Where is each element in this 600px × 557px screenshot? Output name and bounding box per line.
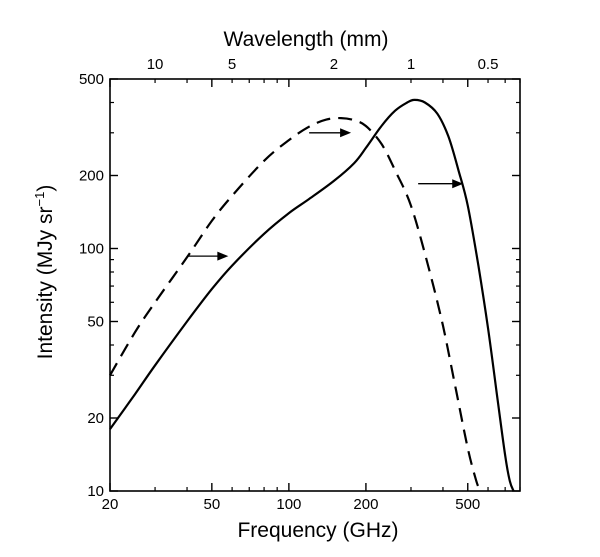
plot-frame <box>109 78 521 492</box>
x-axis-title: Frequency (GHz) <box>237 519 398 542</box>
top-tick-label: 2 <box>330 56 338 73</box>
series-layer <box>109 98 515 492</box>
y-axis-title-main: Intensity (MJy sr <box>34 206 57 359</box>
x-tick-label: 20 <box>102 496 119 513</box>
annotation-layer <box>187 128 464 261</box>
shift-arrow-head <box>217 251 229 261</box>
x-tick-label: 500 <box>455 496 480 513</box>
x-tick-label: 50 <box>203 496 220 513</box>
dashed-series-line <box>109 116 482 492</box>
y-tick-label: 50 <box>87 313 104 330</box>
top-tick-label: 5 <box>228 56 236 73</box>
top-tick-label: 1 <box>407 56 415 73</box>
x-tick-label: 200 <box>353 496 378 513</box>
y-axis-title: Intensity (MJy sr−1) <box>32 185 57 360</box>
y-tick-label: 200 <box>79 168 104 185</box>
y-tick-label: 10 <box>87 483 104 500</box>
top-tick-label: 0.5 <box>478 56 499 73</box>
solid-series-line <box>109 98 515 492</box>
x-tick-label: 100 <box>276 496 301 513</box>
y-tick-label: 20 <box>87 410 104 427</box>
y-tick-label: 100 <box>79 241 104 258</box>
shift-arrow-head <box>452 179 464 189</box>
y-axis-title-sup: −1 <box>32 192 47 207</box>
top-axis-title: Wavelength (mm) <box>224 28 389 51</box>
top-tick-label: 10 <box>147 56 164 73</box>
y-tick-label: 500 <box>79 71 104 88</box>
shift-arrow-head <box>340 128 352 138</box>
y-axis-title-end: ) <box>34 185 57 192</box>
